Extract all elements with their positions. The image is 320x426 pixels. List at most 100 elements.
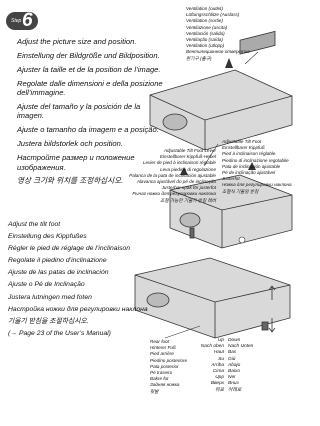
text-line: Ventilation (sortie) [186, 18, 223, 24]
text-line: Ножка для регулировки наклона [222, 182, 292, 188]
text-line: Ajuste o Pé de Inclinação [8, 281, 85, 289]
step-label: Step [11, 18, 22, 24]
text-line: Ventilación (salida) [186, 30, 225, 36]
direction-down: Giù [228, 356, 236, 362]
text-line: Hinterer Fuß [150, 345, 176, 351]
direction-row: Up Down [198, 338, 253, 344]
direction-row: Arriba Abajo [198, 363, 253, 369]
direction-row: Su Giù [198, 357, 253, 363]
text-line: Adjustable Tilt Foot Lever [163, 148, 216, 153]
text-line: Ajuste de las patas de inclinación [8, 269, 109, 277]
text-line: Justera bildstorlek och position. [17, 139, 123, 149]
direction-down: Ner [228, 375, 236, 381]
direction-up: Up [217, 338, 224, 343]
foot-list: Adjustable Tilt Foot Einstellbarer Kippfu… [222, 139, 292, 195]
text-line: Adjust the picture size and position. [17, 37, 137, 46]
direction-row: Вверх Вниз [198, 381, 253, 387]
text-line: Pata posterior [150, 363, 179, 369]
direction-up: Su [218, 356, 224, 362]
text-line: Einstellbarer Kippfuß-Hebel [159, 154, 216, 160]
directions-table: Up Down Nach oben Nach Unten Haut Bas Su Giù Arr… [198, 338, 254, 394]
text-line: 조절 가능한 기울기 받침 레버 [160, 197, 216, 203]
heading-list: Adjust the picture size and position. Ein… [17, 37, 167, 190]
rear-foot-list: Rear foot Hinterer Fuß Pied arrière Piedino… [150, 339, 187, 395]
text-line: Pied arrière [150, 351, 174, 357]
step-number: 6 [22, 10, 33, 31]
text-line: Levier de pied à inclinaison réglable [142, 160, 216, 166]
direction-up: Cima [212, 369, 224, 375]
direction-down: Down [228, 338, 241, 343]
text-line: Bakre fot [150, 376, 169, 382]
text-line: Regolate dalle dimensioni e della posizi… [17, 78, 163, 98]
direction-row: Haut Bas [198, 350, 253, 356]
text-line: Pata de inclinación ajustable [222, 163, 281, 169]
projector-bottom [134, 257, 291, 339]
text-line: Ajuste del tamaño y la posición de la im… [17, 102, 141, 121]
arrows-up-down [268, 285, 276, 333]
leader-line [164, 325, 201, 339]
leader-line [203, 143, 219, 167]
text-line: Ajuste o tamanho da imagem e a posição. [17, 125, 159, 135]
illustrations [6, 12, 293, 339]
direction-row: Upp Ner [198, 375, 253, 381]
direction-down: Bas [228, 350, 237, 356]
text-line: 기울기 받침을 조절하십시오. [8, 317, 89, 325]
arrow-up [225, 58, 233, 68]
text-line: Alavanca ajustável do pé de inclinação [136, 179, 216, 185]
text-line: Задняя ножка [150, 382, 180, 388]
direction-row: Nach oben Nach Unten [198, 344, 254, 350]
direction-up: Вверх [210, 381, 224, 387]
text-line: 뒷발 [150, 388, 159, 394]
text-line: Einstellung des Kippfußes [8, 233, 87, 241]
text-line: Justerfot [222, 176, 240, 182]
text-line: Pé de inclinação ajustável [222, 170, 276, 176]
step-badge [6, 12, 38, 30]
direction-row: Cima Baixo [198, 369, 253, 375]
manual-page: Step 6 Adjust the picture size and posit… [6, 6, 293, 395]
text-line: Piedino posteriore [150, 357, 188, 363]
text-line: (→ Page 23 of the User’s Manual) [8, 329, 111, 337]
text-line: Ventilação (saída) [186, 37, 223, 43]
direction-down: Nach Unten [228, 344, 254, 350]
step: Step 6 [6, 10, 40, 32]
text-line: Ventilation (outlet) [186, 6, 223, 11]
direction-down: Abajo [228, 362, 241, 368]
direction-up: Upp [215, 375, 224, 381]
direction-up: 위로 [215, 387, 224, 393]
direction-down: 아래로 [228, 387, 242, 393]
text-line: Piedino di inclinazione regolabile [222, 157, 289, 163]
tilt-list: Adjust the tilt foot Einstellung des Kipp… [8, 221, 148, 342]
text-line: Einstellung der Bildgröße und Bildpositi… [17, 50, 160, 60]
projector-middle [169, 174, 293, 249]
text-line: Leva piedino di regolazione [160, 166, 216, 172]
projector-top [149, 30, 293, 151]
ventilation-list: Ventilation (outlet) Lüftungsschlitze (Au… [186, 6, 250, 62]
text-line: Justerbar spak för justerfot [161, 185, 216, 191]
text-line: Вентиляционное отверстие [186, 49, 250, 55]
text-line: 영상 크기와 위치를 조정하십시오. [17, 176, 124, 186]
direction-down: Baixo [228, 369, 240, 375]
text-line: Рычаг ножки для регулировки наклона [132, 191, 216, 197]
direction-row: 위로 아래로 [198, 388, 253, 394]
text-line: Ventilation (utlopp) [186, 43, 225, 49]
text-line: Lüftungsschlitze (Auslass) [186, 12, 240, 18]
text-line: Regolate il piedino d’inclinazione [8, 257, 107, 265]
text-line: Pé traseiro [150, 370, 173, 376]
text-line: Justera lutningen med foten [8, 293, 92, 301]
direction-up: Nach oben [200, 344, 224, 350]
text-line: Rear foot [150, 339, 169, 344]
direction-up: Arriba [211, 362, 224, 368]
text-line: Régler le pied de réglage de l’inclinais… [8, 245, 131, 253]
text-line: Palanca de la pata de inclinación ajusta… [129, 172, 216, 178]
text-line: Ventilazione (uscita) [186, 24, 228, 30]
text-line: 환기구 (출구) [186, 55, 212, 61]
text-line: Adjust the tilt foot [8, 221, 61, 228]
lever-list: Adjustable Tilt Foot Lever Einstellbarer … [129, 148, 216, 204]
text-line: Adjustable Tilt Foot [222, 139, 262, 144]
detail-circle [238, 236, 246, 244]
text-line: Einstellbarer Kippfuß [222, 145, 265, 151]
text-line: Настройте размер и положение изображения… [17, 153, 135, 172]
text-line: Pied à inclinaison réglable [222, 151, 276, 157]
text-line: Настройка ножки для регулировки наклона [8, 305, 148, 313]
